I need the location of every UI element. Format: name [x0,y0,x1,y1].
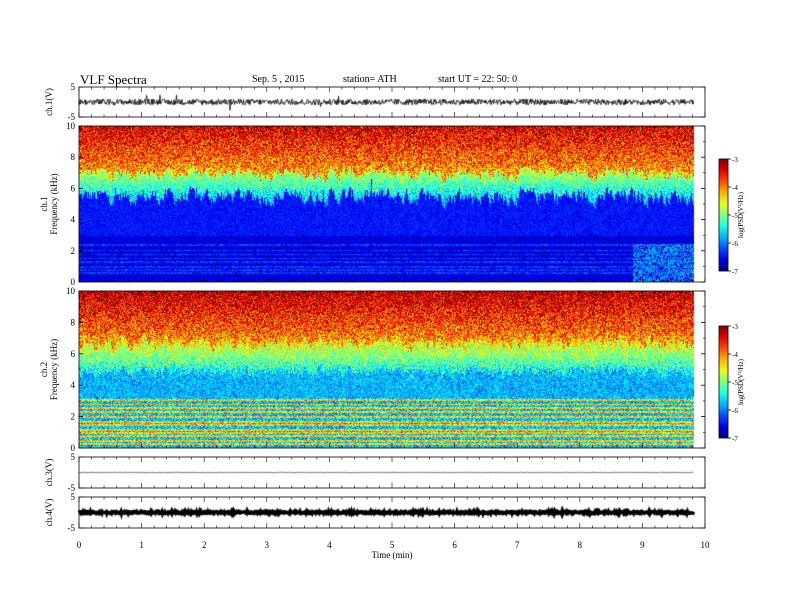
colorbar-tick-label: -3 [732,323,738,331]
start-time-label: start UT = 22: 50: 0 [438,74,518,85]
colorbar-tick-label: -7 [732,435,738,443]
y-tick-label: 8 [71,317,76,327]
x-axis-label: Time (min) [372,550,413,560]
x-tick-label: 4 [327,540,332,550]
y-tick-label: 5 [71,492,76,502]
station-label: station= ATH [343,74,397,85]
y-tick-label: 0 [71,443,76,453]
y-tick-label: 8 [71,152,76,162]
colorbar-1 [718,158,729,272]
y-axis-label: ch.3(V) [44,459,54,487]
panel-frame-2 [78,125,706,283]
y-axis-label: ch.1 [39,196,49,211]
colorbar-tick-label: -7 [732,268,738,276]
y-tick-label: 0 [71,277,76,287]
x-tick-label: 0 [77,540,82,550]
y-tick-label: 6 [71,183,76,193]
colorbar-tick-label: -6 [732,407,738,415]
y-tick-label: 10 [66,286,76,296]
y-tick-label: 5 [71,452,76,462]
x-tick-label: 7 [515,540,520,550]
colorbar-tick-label: -5 [732,212,738,220]
colorbar-label: log(PSD(V²/Hz) [737,191,745,238]
colorbar-tick-label: -3 [732,156,738,164]
y-tick-label: -5 [68,483,76,493]
y-tick-label: -5 [68,523,76,533]
date-label: Sep. 5 , 2015 [252,74,305,85]
colorbar-2 [718,325,729,439]
y-axis-label: Frequency (kHz) [49,339,59,400]
y-tick-label: 6 [71,349,76,359]
x-tick-label: 8 [578,540,583,550]
x-tick-label: 9 [640,540,645,550]
x-tick-label: 5 [390,540,395,550]
y-tick-label: 4 [71,380,76,390]
y-tick-label: 2 [71,246,76,256]
x-tick-label: 2 [202,540,207,550]
y-axis-label: ch.2 [39,362,49,377]
y-tick-label: 4 [71,215,76,225]
colorbar-tick-label: -4 [732,351,738,359]
colorbar-tick-label: -6 [732,240,738,248]
y-tick-label: 5 [71,82,76,92]
x-tick-label: 6 [452,540,457,550]
y-axis-label: ch.1(V) [44,88,54,116]
colorbar-tick-label: -5 [732,379,738,387]
y-tick-label: -5 [68,112,76,122]
x-tick-label: 3 [265,540,270,550]
panel-frame-3 [78,290,706,449]
y-axis-label: Frequency (kHz) [49,173,59,234]
y-tick-label: 10 [66,121,76,131]
colorbar-tick-label: -4 [732,184,738,192]
y-axis-label: ch.4(V) [44,499,54,527]
y-tick-label: 2 [71,412,76,422]
chart-title: VLF Spectra [80,72,147,87]
x-tick-label: 1 [139,540,144,550]
colorbar-label: log(PSD(V²/Hz) [737,358,745,405]
x-tick-label: 10 [701,540,711,550]
